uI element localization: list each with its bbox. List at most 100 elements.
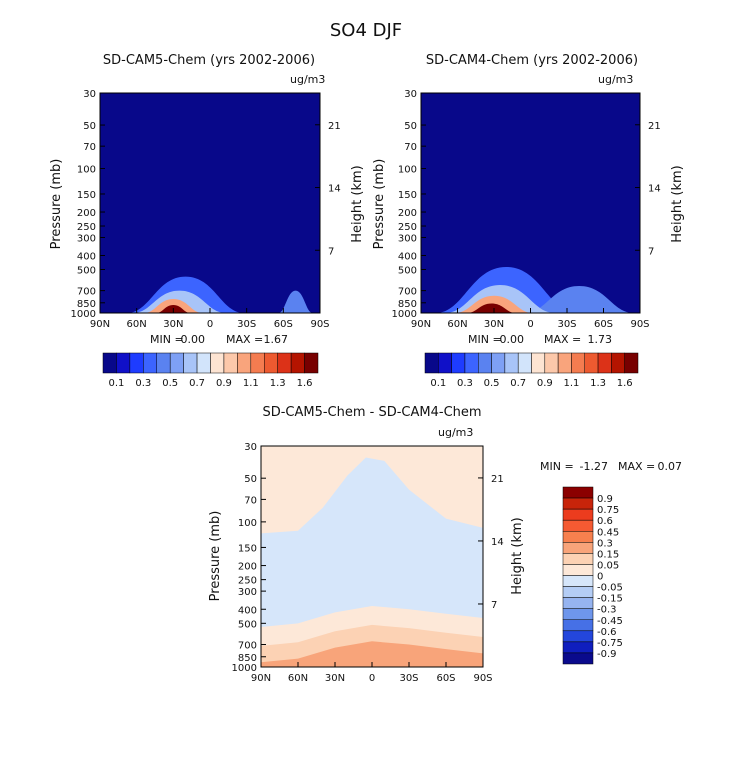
colorbar-swatch xyxy=(464,352,479,374)
x-tick-label: 60N xyxy=(447,319,467,330)
y-tick-label: 30 xyxy=(244,442,257,453)
y-tick-label: 850 xyxy=(238,653,257,664)
colorbar-label: 1.3 xyxy=(590,378,606,389)
negative-contour xyxy=(261,641,483,667)
y-tick-label: 300 xyxy=(77,233,96,244)
colorbar-label: -0.3 xyxy=(597,605,617,616)
y-tick-label: 50 xyxy=(404,121,417,132)
colorbar-label: 1.6 xyxy=(617,378,633,389)
colorbar-swatch xyxy=(116,352,131,374)
y-tick-label: 700 xyxy=(238,641,257,652)
colorbar-swatch xyxy=(557,352,572,374)
colorbar-swatch xyxy=(451,352,466,374)
y-tick-label: 300 xyxy=(238,587,257,598)
y2-tick-label: 14 xyxy=(491,537,504,548)
units-label: ug/m3 xyxy=(438,426,473,439)
colorbar-label: 0.05 xyxy=(597,560,619,571)
x-tick-label: 90N xyxy=(251,673,271,684)
colorbar-label: 1.1 xyxy=(243,378,259,389)
colorbar-swatch xyxy=(562,641,594,654)
x-tick-label: 60S xyxy=(436,673,455,684)
colorbar-swatch xyxy=(169,352,184,374)
figure-title: SO4 DJF xyxy=(330,20,402,41)
x-tick-label: 90S xyxy=(310,319,329,330)
colorbar-swatch xyxy=(156,352,171,374)
concentration-contour xyxy=(467,303,516,313)
colorbar-swatch xyxy=(250,352,265,374)
colorbar-swatch xyxy=(304,352,319,374)
y2-axis-label: Height (km) xyxy=(670,165,685,242)
colorbar-label: -0.6 xyxy=(597,627,617,638)
x-tick-label: 0 xyxy=(207,319,213,330)
colorbar-swatch xyxy=(562,608,594,620)
colorbar-swatch xyxy=(624,352,639,374)
colorbar-swatch xyxy=(597,352,612,374)
background-field xyxy=(100,93,320,313)
panel-title: SD-CAM4-Chem (yrs 2002-2006) xyxy=(426,53,638,68)
colorbar-label: -0.05 xyxy=(597,583,623,594)
y-tick-label: 250 xyxy=(398,222,417,233)
colorbar-label: 0.7 xyxy=(189,378,205,389)
y-tick-label: 70 xyxy=(83,142,96,153)
colorbar-swatch xyxy=(517,352,532,374)
colorbar-swatch xyxy=(584,352,599,374)
y2-tick-label: 14 xyxy=(648,184,661,195)
y2-tick-label: 7 xyxy=(328,246,334,257)
x-tick-label: 30S xyxy=(557,319,576,330)
colorbar-swatch xyxy=(277,352,292,374)
colorbar-swatch xyxy=(183,352,198,374)
colorbar-swatch xyxy=(562,497,594,510)
y2-tick-label: 7 xyxy=(491,600,497,611)
max-value: 1.73 xyxy=(588,333,613,346)
x-tick-label: 90N xyxy=(411,319,431,330)
colorbar-label: 0.1 xyxy=(430,378,446,389)
y-tick-label: 50 xyxy=(83,121,96,132)
y-tick-label: 150 xyxy=(238,543,257,554)
x-tick-label: 30N xyxy=(325,673,345,684)
y-tick-label: 700 xyxy=(398,287,417,298)
units-label: ug/m3 xyxy=(598,73,633,86)
y-tick-label: 100 xyxy=(398,165,417,176)
colorbar-label: -0.15 xyxy=(597,594,623,605)
colorbar-swatch xyxy=(562,531,594,543)
colorbar-swatch xyxy=(562,519,594,532)
panel-difference: SD-CAM5-Chem - SD-CAM4-Chem ug/m3 305070… xyxy=(208,405,682,684)
y-tick-label: 700 xyxy=(77,287,96,298)
y2-axis-label: Height (km) xyxy=(350,165,365,242)
colorbar-swatch xyxy=(223,352,238,374)
y-tick-label: 200 xyxy=(398,208,417,219)
concentration-contour xyxy=(278,290,313,313)
colorbar-label: 0.3 xyxy=(597,538,613,549)
y-tick-label: 50 xyxy=(244,474,257,485)
colorbar-swatch xyxy=(129,352,144,374)
colorbar-label: 0.9 xyxy=(537,378,553,389)
colorbar-label: -0.45 xyxy=(597,616,623,627)
y-tick-label: 1000 xyxy=(71,309,96,320)
y-tick-label: 150 xyxy=(77,190,96,201)
max-value: 0.07 xyxy=(658,460,683,473)
heatmap-plot: 3050701001502002503004005007008501000211… xyxy=(71,89,341,330)
colorbar-swatch xyxy=(438,352,452,374)
colorbar-label: 0.45 xyxy=(597,527,619,538)
colorbar-swatch xyxy=(237,352,252,374)
colorbar-swatch xyxy=(562,597,594,609)
colorbar-swatch xyxy=(562,508,594,521)
colorbar-label: -0.75 xyxy=(597,638,623,649)
y-tick-label: 500 xyxy=(398,266,417,277)
y-tick-label: 250 xyxy=(77,222,96,233)
y-tick-label: 850 xyxy=(77,299,96,310)
colorbar-swatch xyxy=(143,352,157,374)
colorbar-swatch xyxy=(504,352,519,374)
y-tick-label: 100 xyxy=(238,518,257,529)
y-tick-label: 500 xyxy=(238,619,257,630)
colorbar-label: 0.3 xyxy=(457,378,473,389)
y2-tick-label: 7 xyxy=(648,246,654,257)
max-label: MAX = xyxy=(544,333,581,346)
y-axis-label: Pressure (mb) xyxy=(208,511,223,602)
colorbar-swatch xyxy=(264,352,278,374)
concentration-contour xyxy=(524,285,634,313)
x-tick-label: 0 xyxy=(527,319,533,330)
colorbar-swatch xyxy=(544,352,559,374)
y-tick-label: 300 xyxy=(398,233,417,244)
